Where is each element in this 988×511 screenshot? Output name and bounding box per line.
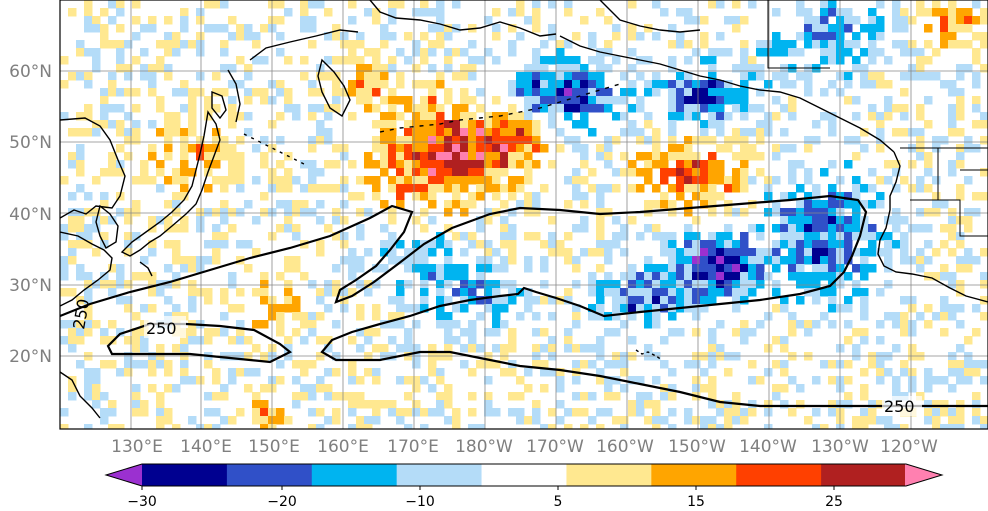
lon-label: 170°W	[526, 437, 584, 457]
colorbar-bin	[481, 464, 567, 486]
colorbar-tick-label: −30	[127, 494, 157, 510]
colorbar	[104, 463, 944, 487]
colorbar-bin	[142, 464, 228, 486]
lon-label: 120°W	[880, 437, 938, 457]
lon-label: 180°W	[455, 437, 513, 457]
lat-label-20n: 20°N	[9, 347, 52, 367]
lat-label-60n: 60°N	[9, 62, 52, 82]
lon-label: 160°E	[317, 437, 369, 457]
colorbar-tick-label: −10	[405, 494, 435, 510]
colorbar-tick-label: 25	[825, 494, 843, 510]
colorbar-bin	[736, 464, 822, 486]
colorbar-ticks: −30 −20 −10 5 15 25	[127, 486, 843, 510]
colorbar-extend-max	[905, 464, 942, 486]
lat-label-50n: 50°N	[9, 133, 52, 153]
gridlines	[60, 0, 988, 429]
colorbar-tick-label: 5	[554, 494, 563, 510]
lon-labels: 130°E 140°E 150°E 160°E 170°E 180°W 170°W 160°W…	[111, 437, 938, 457]
colorbar-bin	[311, 464, 398, 486]
colorbar-extend-min	[106, 464, 143, 486]
lon-label: 150°E	[248, 437, 300, 457]
coastlines	[60, 0, 988, 419]
lon-label: 170°E	[387, 437, 439, 457]
lon-label: 140°W	[739, 437, 797, 457]
colorbar-bin	[821, 464, 907, 486]
lon-label: 140°E	[180, 437, 232, 457]
lon-label: 130°E	[111, 437, 163, 457]
lat-label-30n: 30°N	[9, 276, 52, 296]
lat-label-40n: 40°N	[9, 205, 52, 225]
colorbar-bin	[651, 464, 737, 486]
map-frame	[59, 0, 988, 430]
contour-label: 250	[884, 397, 915, 416]
lon-label: 130°W	[811, 437, 869, 457]
lon-label: 150°W	[668, 437, 726, 457]
colorbar-tick-label: 15	[687, 494, 705, 510]
colorbar-bin	[226, 464, 313, 486]
colorbar-bin	[396, 464, 483, 486]
lon-label: 160°W	[596, 437, 654, 457]
contour-label: 250	[146, 319, 177, 338]
colorbar-tick-label: −20	[267, 494, 297, 510]
colorbar-bin	[566, 464, 652, 486]
